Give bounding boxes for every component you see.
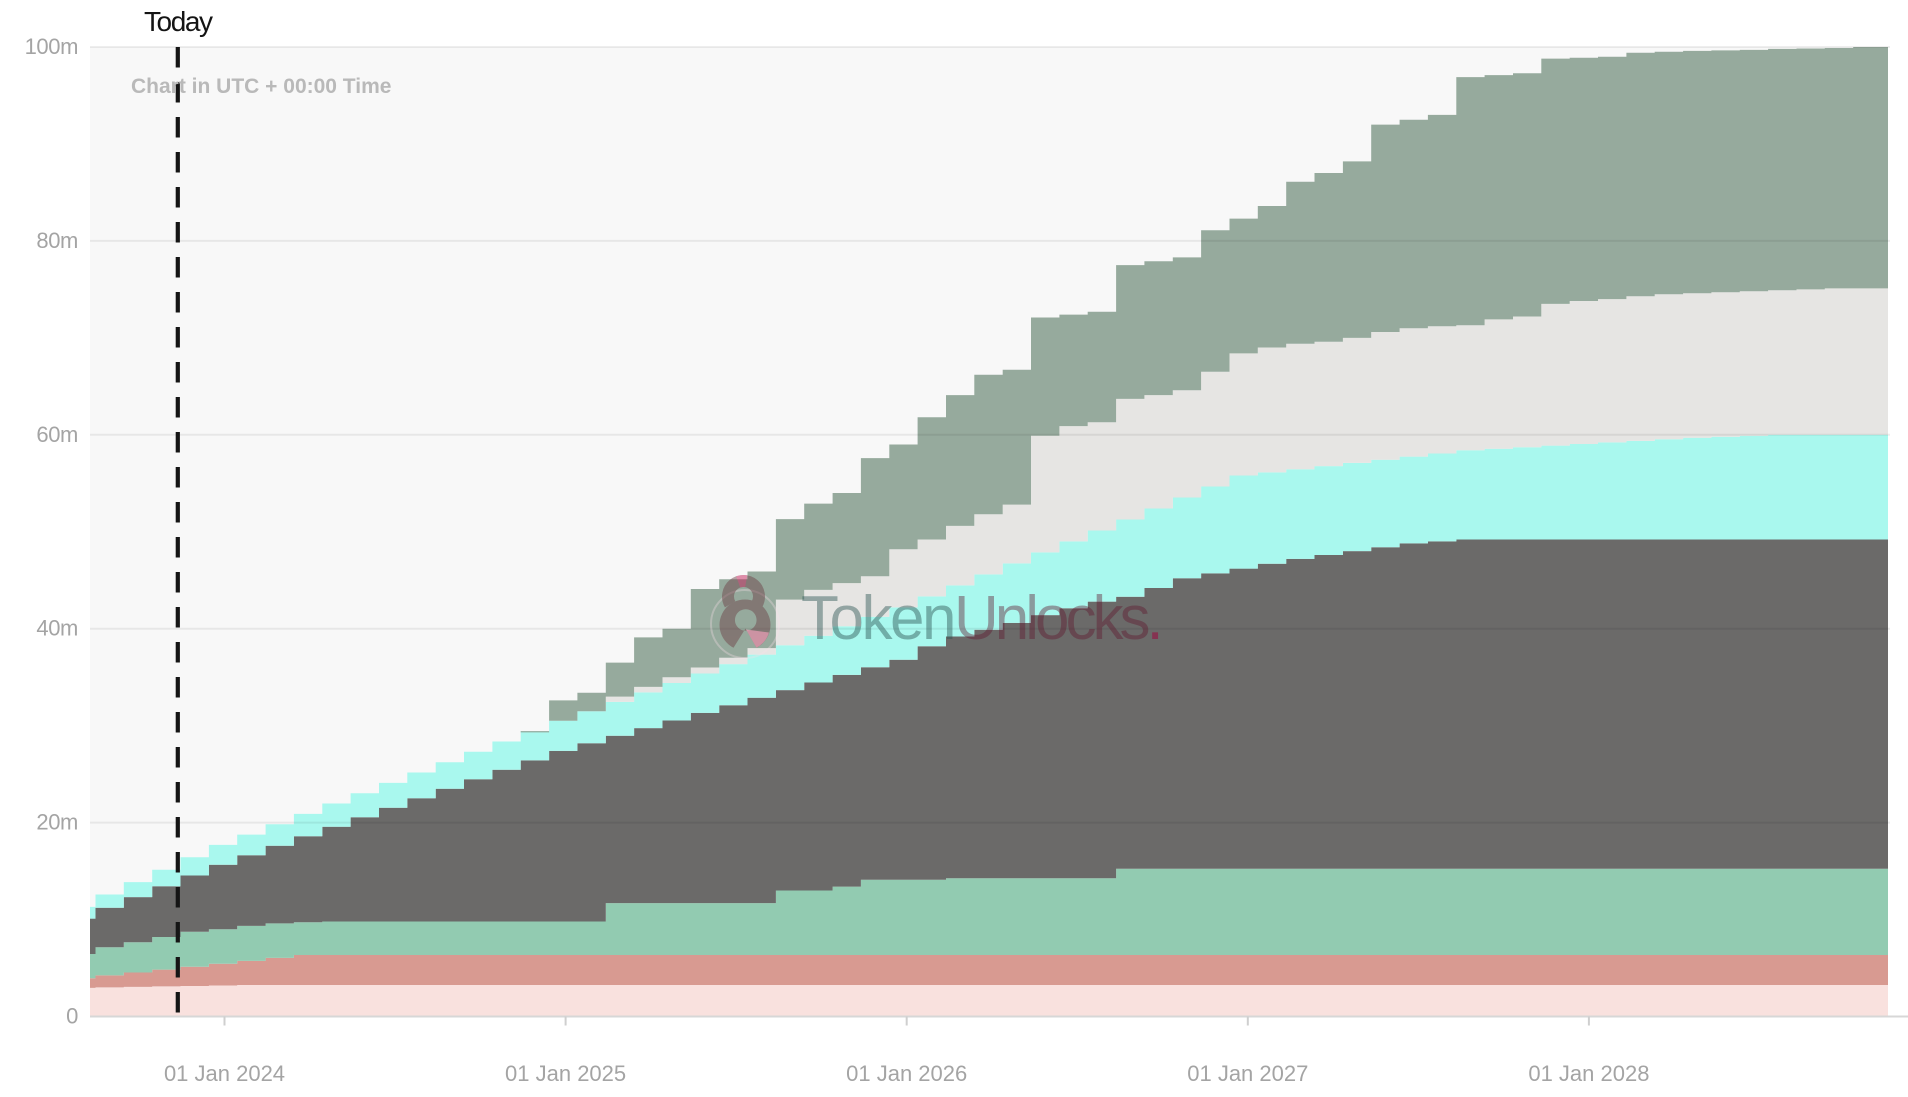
- svg-text:60m: 60m: [36, 422, 78, 447]
- svg-text:80m: 80m: [36, 228, 78, 253]
- svg-text:40m: 40m: [36, 616, 78, 641]
- svg-text:20m: 20m: [36, 810, 78, 835]
- svg-text:0: 0: [66, 1004, 78, 1029]
- svg-text:100m: 100m: [25, 34, 78, 59]
- svg-text:TokenUnlocks.: TokenUnlocks.: [801, 584, 1161, 653]
- svg-text:01 Jan 2027: 01 Jan 2027: [1187, 1061, 1308, 1086]
- svg-text:01 Jan 2024: 01 Jan 2024: [164, 1061, 285, 1086]
- svg-text:Today: Today: [144, 6, 213, 37]
- svg-text:01 Jan 2025: 01 Jan 2025: [505, 1061, 626, 1086]
- svg-text:01 Jan 2026: 01 Jan 2026: [846, 1061, 967, 1086]
- svg-text:Chart in UTC + 00:00 Time: Chart in UTC + 00:00 Time: [131, 75, 391, 98]
- svg-text:01 Jan 2028: 01 Jan 2028: [1528, 1061, 1649, 1086]
